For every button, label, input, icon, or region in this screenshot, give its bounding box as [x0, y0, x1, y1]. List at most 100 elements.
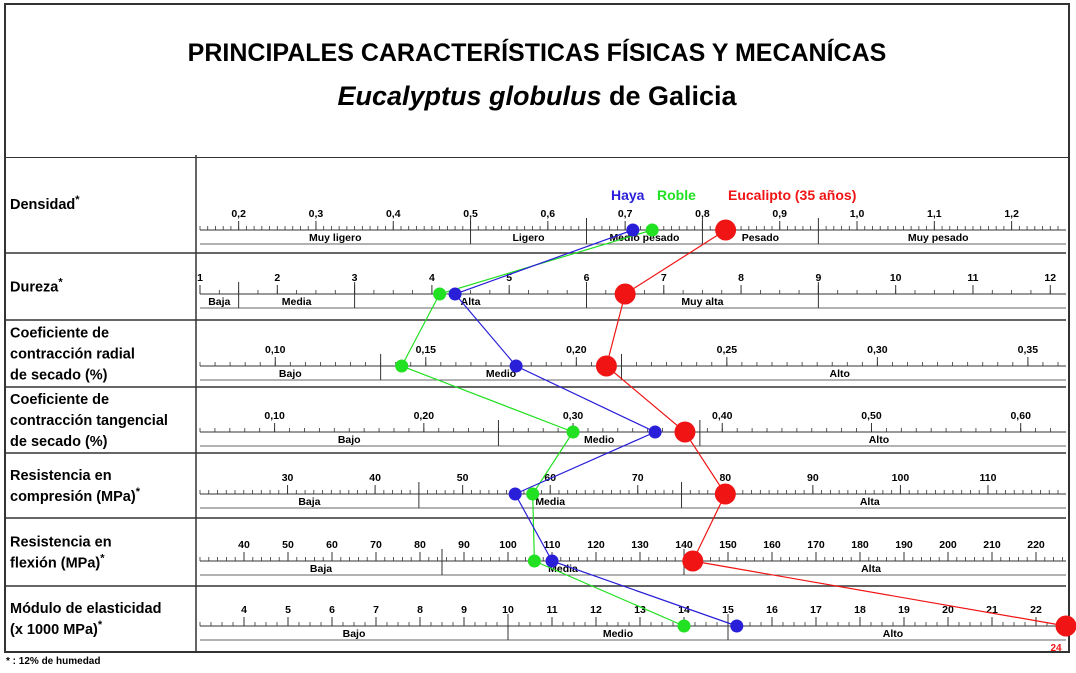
tick-label: 21	[986, 604, 998, 616]
tick-label: 130	[631, 539, 649, 551]
tick-label: 0,3	[309, 208, 324, 220]
tick-label: 0,25	[717, 344, 738, 356]
point-eucalipto	[595, 355, 617, 377]
tick-label: 0,40	[712, 410, 733, 422]
row-label-line: Resistencia en	[10, 535, 112, 551]
tick-label: 9	[815, 272, 821, 284]
tick-label: 170	[807, 539, 825, 551]
tick-label: 1,0	[850, 208, 865, 220]
tick-label: 0,2	[231, 208, 246, 220]
tick-label: 19	[898, 604, 910, 616]
title-box: PRINCIPALES CARACTERÍSTICAS FÍSICAS Y ME…	[6, 5, 1068, 158]
row-label-line: de secado (%)	[10, 434, 108, 450]
class-label: Medio	[486, 368, 516, 380]
class-label: Baja	[208, 296, 230, 308]
row-label-line: Módulo de elasticidad	[10, 601, 161, 617]
tick-label: 70	[370, 539, 382, 551]
tick-label: 20	[942, 604, 954, 616]
row-label-line: flexión (MPa)*	[10, 553, 105, 572]
tick-label: 60	[326, 539, 338, 551]
tick-label: 140	[675, 539, 693, 551]
tick-label: 4	[241, 604, 247, 616]
point-eucalipto	[715, 219, 737, 241]
tick-label: 0,20	[566, 344, 587, 356]
class-label: Media	[282, 296, 312, 308]
tick-label: 3	[352, 272, 358, 284]
row-3: Coeficiente de contracción radial de secad…	[6, 319, 1066, 384]
row-4: Coeficiente de contracción tangencial de s…	[6, 386, 1066, 450]
legend-roble: Roble	[657, 187, 696, 203]
class-label: Medio pesado	[609, 232, 679, 244]
tick-label: 22	[1030, 604, 1042, 616]
tick-label: 12	[590, 604, 602, 616]
class-label: Bajo	[279, 368, 302, 380]
row-label-line: compresión (MPa)*	[10, 486, 141, 505]
tick-label: 10	[502, 604, 514, 616]
tick-label: 0,5	[463, 208, 478, 220]
point-eucalipto	[614, 283, 636, 305]
tick-label: 0,30	[867, 344, 888, 356]
point-eucalipto	[714, 483, 736, 505]
point-haya	[626, 223, 640, 237]
class-label: Alto	[830, 368, 850, 380]
tick-label: 11	[967, 272, 978, 284]
tick-label: 12	[1044, 272, 1056, 284]
point-haya	[545, 554, 559, 568]
tick-label: 0,35	[1018, 344, 1039, 356]
class-label: Muy pesado	[908, 232, 969, 244]
chart-subtitle: Eucalyptus globulus de Galicia	[6, 81, 1068, 112]
tick-label: 4	[429, 272, 435, 284]
footnote-star: *	[98, 619, 103, 631]
tick-label: 7	[373, 604, 379, 616]
tick-label: 0,15	[416, 344, 437, 356]
legend-eucalipto: Eucalipto (35 años)	[728, 187, 856, 203]
row-6: Resistencia en flexión (MPa)* 40 50 60 70 80 90…	[6, 517, 1066, 576]
tick-label: 18	[854, 604, 866, 616]
row-label-line: contracción tangencial	[10, 413, 168, 429]
point-roble	[433, 287, 447, 301]
tick-label: 120	[587, 539, 605, 551]
class-label: Baja	[310, 563, 332, 575]
tick-label: 90	[458, 539, 470, 551]
class-label: Pesado	[742, 232, 779, 244]
point-roble	[395, 359, 409, 373]
chart-title: PRINCIPALES CARACTERÍSTICAS FÍSICAS Y ME…	[187, 39, 887, 67]
class-label: Bajo	[343, 628, 366, 640]
tick-label: 0,7	[618, 208, 633, 220]
tick-label: 2	[274, 272, 280, 284]
footnote: * : 12% de humedad	[6, 656, 101, 667]
row-1: Densidad* 0,2 0,3 0,4 0,5 0,6 0,7 0,8 0,9 1,0 1,1 1…	[10, 194, 1066, 245]
tick-label: 100	[499, 539, 517, 551]
class-label: Media	[535, 496, 565, 508]
row-label-line: Coeficiente de	[10, 326, 109, 342]
point-roble	[566, 425, 580, 439]
class-label: Ligero	[512, 232, 544, 244]
tick-label: 1,1	[927, 208, 942, 220]
tick-label: 0,4	[386, 208, 401, 220]
footnote-star: *	[100, 553, 105, 565]
class-label: Medio	[603, 628, 633, 640]
tick-label: 190	[895, 539, 913, 551]
point-haya	[509, 359, 523, 373]
tick-label: 1,2	[1004, 208, 1019, 220]
tick-label: 0,6	[541, 208, 556, 220]
point-eucalipto	[674, 421, 696, 443]
class-label: Alta	[861, 563, 881, 575]
row-label-line: Resistencia en	[10, 468, 112, 484]
species-name: Eucalyptus globulus	[337, 81, 602, 111]
tick-label: 0,60	[1010, 410, 1031, 422]
tick-label: 0,30	[563, 410, 584, 422]
tick-label: 110	[544, 539, 561, 551]
row-7: Módulo de elasticidad (x 1000 MPa)* 4 5 6 7 8 9…	[6, 585, 1066, 654]
tick-label: 200	[939, 539, 957, 551]
tick-label: 0,9	[772, 208, 787, 220]
footnote-star: *	[136, 486, 141, 498]
tick-label: 11	[546, 604, 557, 616]
class-label: Bajo	[338, 434, 361, 446]
tick-label: 13	[634, 604, 646, 616]
tick-label: 210	[983, 539, 1001, 551]
tick-label: 16	[766, 604, 778, 616]
